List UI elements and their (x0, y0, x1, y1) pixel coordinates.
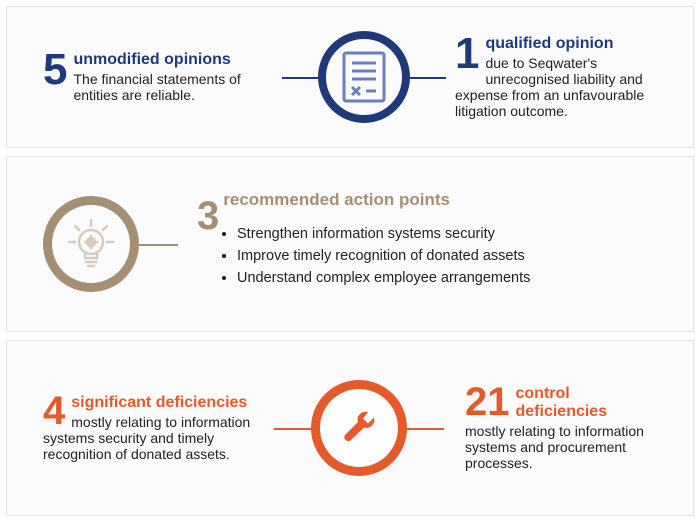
action-points-count: 3 (197, 196, 219, 236)
qualified-count: 1 (455, 35, 479, 72)
document-icon (318, 31, 410, 123)
unmodified-opinions-block: 5 unmodified opinions The financial stat… (43, 51, 273, 103)
action-points-panel: 3 recommended action points Strengthen i… (6, 156, 694, 332)
significant-title: significant deficiencies (43, 394, 253, 412)
qualified-opinion-block: 1 qualified opinion due to Seqwater's un… (455, 35, 665, 119)
unmodified-body: The financial statements of entities are… (43, 71, 273, 103)
qualified-title: qualified opinion (455, 35, 665, 53)
control-body: mostly relating to information systems a… (465, 423, 665, 471)
opinions-panel: 5 unmodified opinions The financial stat… (6, 6, 694, 148)
list-item: Strengthen information systems security (237, 226, 530, 242)
action-points-block: 3 recommended action points Strengthen i… (197, 196, 530, 292)
significant-count: 4 (43, 394, 65, 428)
significant-deficiencies-block: 4 significant deficiencies mostly relati… (43, 394, 253, 462)
lightbulb-icon (43, 196, 139, 292)
action-points-title: recommended action points (223, 190, 450, 209)
unmodified-count: 5 (43, 51, 67, 88)
list-item: Improve timely recognition of donated as… (237, 248, 530, 264)
unmodified-title: unmodified opinions (43, 51, 273, 69)
control-deficiencies-block: 21 control deficiencies mostly relating … (465, 385, 665, 471)
significant-body: mostly relating to information systems s… (43, 414, 253, 462)
wrench-icon (311, 380, 407, 476)
deficiencies-panel: 4 significant deficiencies mostly relati… (6, 340, 694, 516)
action-points-list: Strengthen information systems security … (237, 226, 530, 286)
control-count: 21 (465, 385, 510, 419)
list-item: Understand complex employee arrangements (237, 270, 530, 286)
qualified-body: due to Seqwater's unrecognised liability… (455, 55, 665, 119)
